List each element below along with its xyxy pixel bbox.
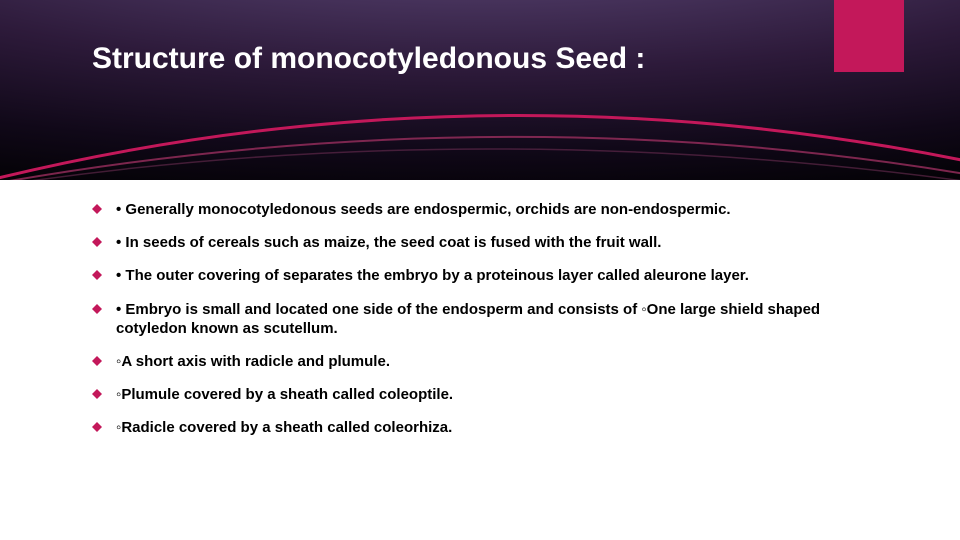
slide: Structure of monocotyledonous Seed : • G… xyxy=(0,0,960,540)
diamond-bullet-icon xyxy=(92,304,102,314)
swoosh-decoration xyxy=(0,0,960,180)
list-item: ◦Plumule covered by a sheath called cole… xyxy=(92,385,892,404)
diamond-bullet-icon xyxy=(92,237,102,247)
slide-title: Structure of monocotyledonous Seed : xyxy=(92,42,645,76)
diamond-bullet-icon xyxy=(92,422,102,432)
header-band xyxy=(0,0,960,180)
list-item: ◦Radicle covered by a sheath called cole… xyxy=(92,418,892,437)
list-item: • The outer covering of separates the em… xyxy=(92,266,892,285)
bullet-list: • Generally monocotyledonous seeds are e… xyxy=(92,200,892,452)
diamond-bullet-icon xyxy=(92,356,102,366)
list-item-text: • Generally monocotyledonous seeds are e… xyxy=(116,200,731,219)
list-item: • In seeds of cereals such as maize, the… xyxy=(92,233,892,252)
diamond-bullet-icon xyxy=(92,204,102,214)
list-item-text: • In seeds of cereals such as maize, the… xyxy=(116,233,661,252)
list-item: • Generally monocotyledonous seeds are e… xyxy=(92,200,892,219)
list-item: ◦A short axis with radicle and plumule. xyxy=(92,352,892,371)
list-item-text: ◦Radicle covered by a sheath called cole… xyxy=(116,418,452,437)
accent-tab xyxy=(834,0,904,72)
diamond-bullet-icon xyxy=(92,270,102,280)
diamond-bullet-icon xyxy=(92,389,102,399)
list-item-text: ◦A short axis with radicle and plumule. xyxy=(116,352,390,371)
list-item-text: • The outer covering of separates the em… xyxy=(116,266,749,285)
list-item-text: • Embryo is small and located one side o… xyxy=(116,300,892,338)
list-item: • Embryo is small and located one side o… xyxy=(92,300,892,338)
list-item-text: ◦Plumule covered by a sheath called cole… xyxy=(116,385,453,404)
